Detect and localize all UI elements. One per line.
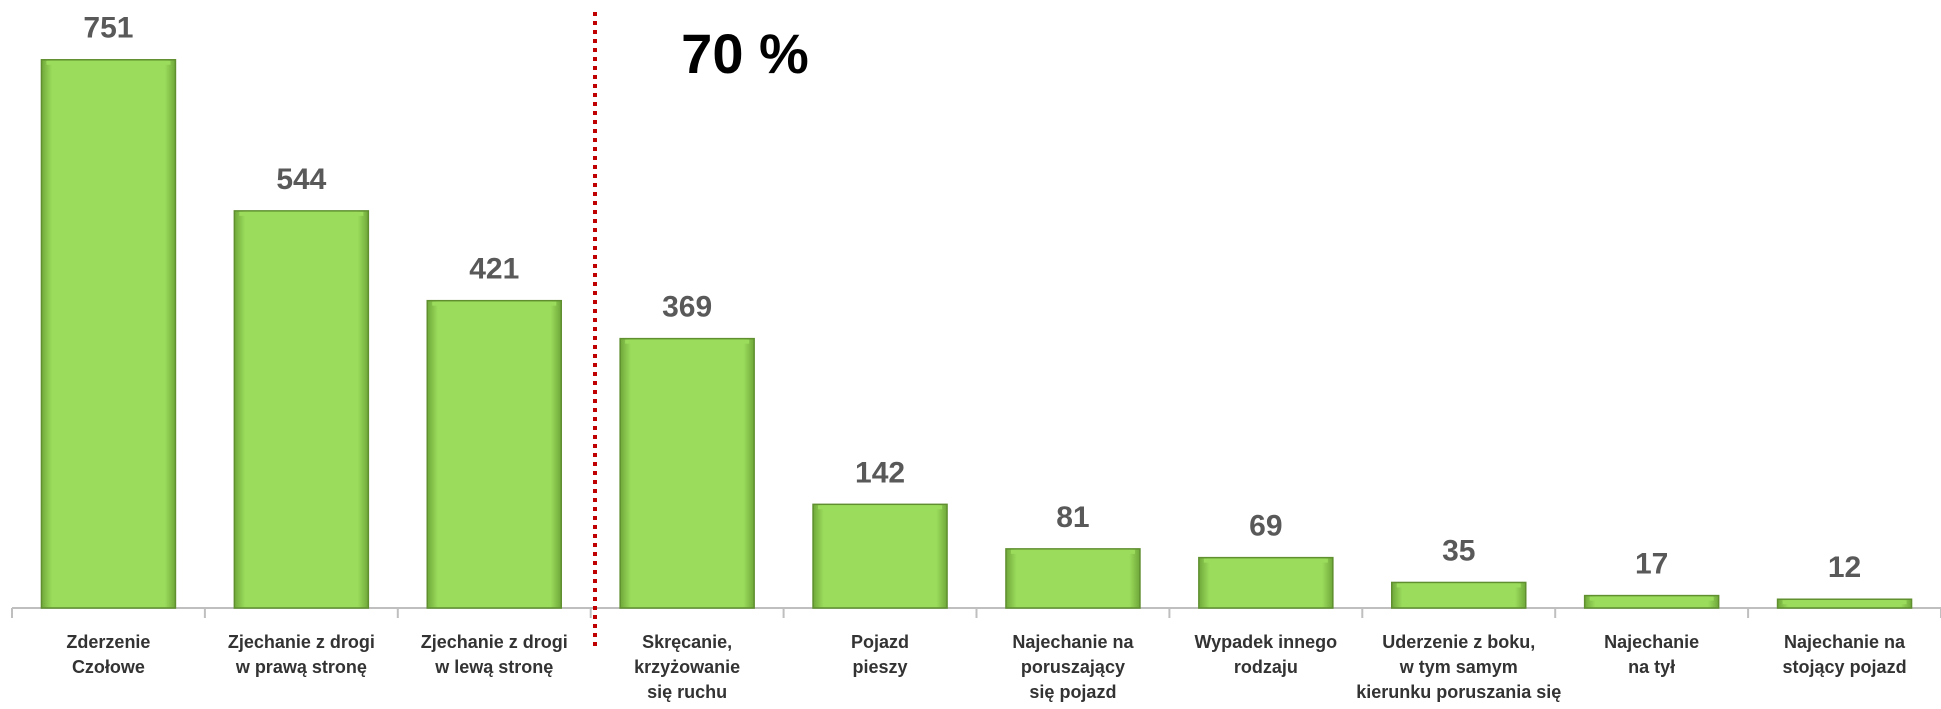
annotation: 70 % bbox=[681, 22, 809, 85]
bar bbox=[233, 210, 370, 609]
bar-highlight bbox=[1203, 558, 1328, 563]
x-tick-label: Zderzenie Czołowe bbox=[66, 632, 150, 677]
bar-highlight bbox=[239, 211, 364, 216]
x-tick-label: Wypadek innego rodzaju bbox=[1194, 632, 1337, 677]
bar bbox=[1198, 556, 1334, 609]
bar bbox=[1005, 548, 1141, 609]
bar bbox=[812, 503, 948, 609]
x-tick-label: Najechanie na stojący pojazd bbox=[1783, 632, 1907, 677]
x-tick-label: Zjechanie z drogi w lewą stronę bbox=[421, 632, 568, 677]
x-tick-label-line: Wypadek innego bbox=[1194, 632, 1337, 652]
x-tick-label-line: Zjechanie z drogi bbox=[421, 632, 568, 652]
x-tick-label-line: pieszy bbox=[853, 657, 908, 677]
x-tick-label-line: Pojazd bbox=[851, 632, 909, 652]
value-label: 12 bbox=[1828, 551, 1861, 584]
x-tick-label-line: się ruchu bbox=[647, 682, 727, 702]
x-tick-label-line: Zjechanie z drogi bbox=[228, 632, 375, 652]
value-label: 751 bbox=[83, 12, 133, 45]
value-label: 81 bbox=[1056, 501, 1089, 534]
x-tick-label: Zjechanie z drogi w prawą stronę bbox=[228, 632, 375, 677]
x-tick-label-line: kierunku poruszania się bbox=[1356, 682, 1561, 702]
x-tick-label-line: Najechanie bbox=[1604, 632, 1699, 652]
bar-highlight bbox=[46, 60, 171, 65]
bar bbox=[426, 299, 562, 609]
bar bbox=[40, 59, 177, 609]
x-tick-label-line: Zderzenie bbox=[66, 632, 150, 652]
x-tick-label-line: Skręcanie, bbox=[642, 632, 732, 652]
x-tick-label: Pojazd pieszy bbox=[851, 632, 909, 677]
x-tick-label-line: w lewą stronę bbox=[434, 657, 553, 677]
x-tick-label-line: Najechanie na bbox=[1012, 632, 1134, 652]
value-label: 421 bbox=[469, 253, 519, 286]
x-tick-label: Uderzenie z boku, w tym samym kierunku por… bbox=[1356, 632, 1561, 702]
x-tick-label: Najechanie na tył bbox=[1604, 632, 1699, 677]
value-label: 369 bbox=[662, 291, 712, 324]
bar-highlight bbox=[818, 505, 943, 510]
value-label: 17 bbox=[1635, 548, 1668, 581]
x-tick-label-line: rodzaju bbox=[1234, 657, 1298, 677]
x-tick-label-line: w tym samym bbox=[1399, 657, 1518, 677]
bar-highlight bbox=[1782, 600, 1907, 605]
x-tick-label-line: poruszający bbox=[1021, 657, 1125, 677]
value-label: 35 bbox=[1442, 534, 1475, 567]
bar-highlight bbox=[1010, 549, 1135, 554]
bar-highlight bbox=[432, 301, 557, 306]
bar-highlight bbox=[1589, 596, 1714, 601]
bar-highlight bbox=[1396, 583, 1521, 588]
x-tick-label: Skręcanie, krzyżowanie się ruchu bbox=[634, 632, 740, 702]
x-tick-label-line: stojący pojazd bbox=[1783, 657, 1907, 677]
x-tick-label: Najechanie na poruszający się pojazd bbox=[1012, 632, 1134, 702]
value-label: 69 bbox=[1249, 510, 1282, 543]
x-tick-label-line: Najechanie na bbox=[1784, 632, 1906, 652]
x-tick-label-line: Czołowe bbox=[72, 657, 145, 677]
x-tick-label-line: w prawą stronę bbox=[235, 657, 367, 677]
x-tick-label-line: się pojazd bbox=[1029, 682, 1116, 702]
value-label: 142 bbox=[855, 456, 905, 489]
x-tick-label-line: na tył bbox=[1628, 657, 1675, 677]
value-label: 544 bbox=[276, 163, 326, 196]
bar bbox=[619, 337, 755, 609]
bar-highlight bbox=[625, 339, 750, 344]
x-tick-label-line: Uderzenie z boku, bbox=[1382, 632, 1535, 652]
x-tick-label-line: krzyżowanie bbox=[634, 657, 740, 677]
